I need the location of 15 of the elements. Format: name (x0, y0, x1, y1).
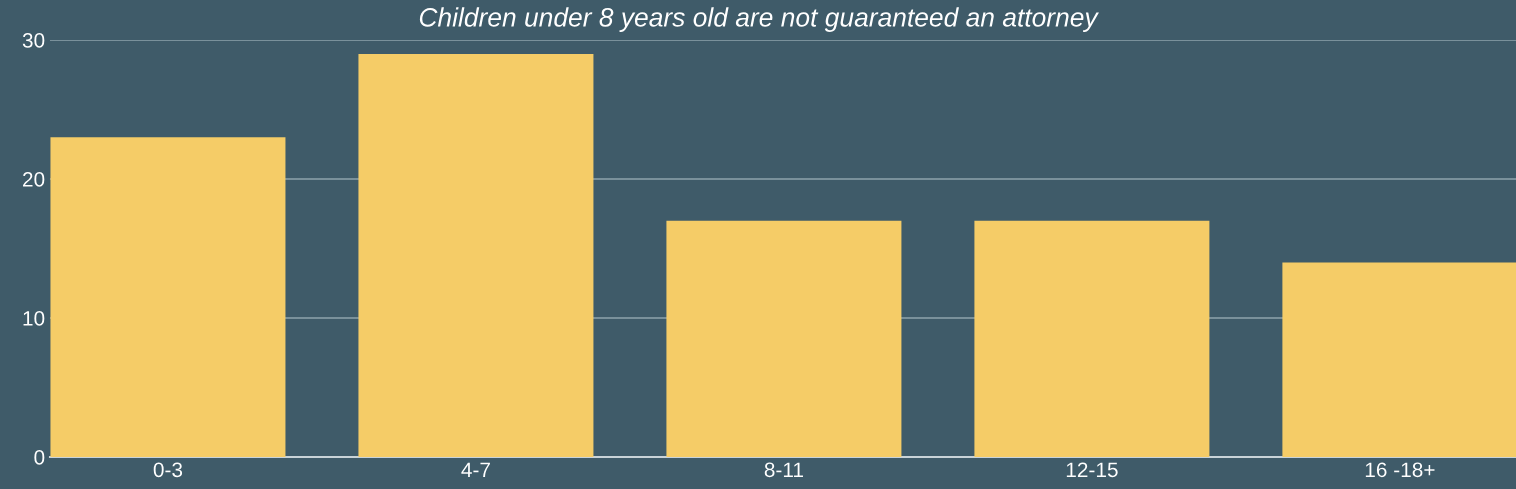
chart-title: Children under 8 years old are not guaranteed an attorney (419, 7, 1099, 32)
bar (1282, 262, 1516, 457)
y-tick-label: 0 (34, 450, 45, 465)
y-tick-label: 20 (23, 172, 45, 187)
bar (974, 220, 1210, 457)
x-tick-label: 12-15 (1066, 462, 1118, 478)
x-tick-label: 0-3 (153, 462, 183, 478)
x-tick-label: 8-11 (764, 462, 803, 478)
bar (666, 220, 902, 457)
bar (50, 137, 286, 457)
y-tick-label: 30 (22, 33, 45, 48)
x-tick-label: 16 -18+ (1365, 462, 1435, 478)
x-tick-label: 4-7 (461, 462, 490, 477)
bar (358, 53, 594, 457)
y-tick-label: 10 (23, 311, 45, 326)
